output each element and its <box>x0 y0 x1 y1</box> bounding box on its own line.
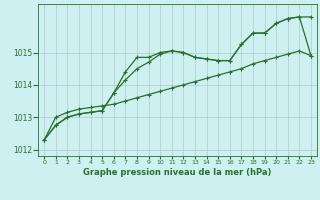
X-axis label: Graphe pression niveau de la mer (hPa): Graphe pression niveau de la mer (hPa) <box>84 168 272 177</box>
